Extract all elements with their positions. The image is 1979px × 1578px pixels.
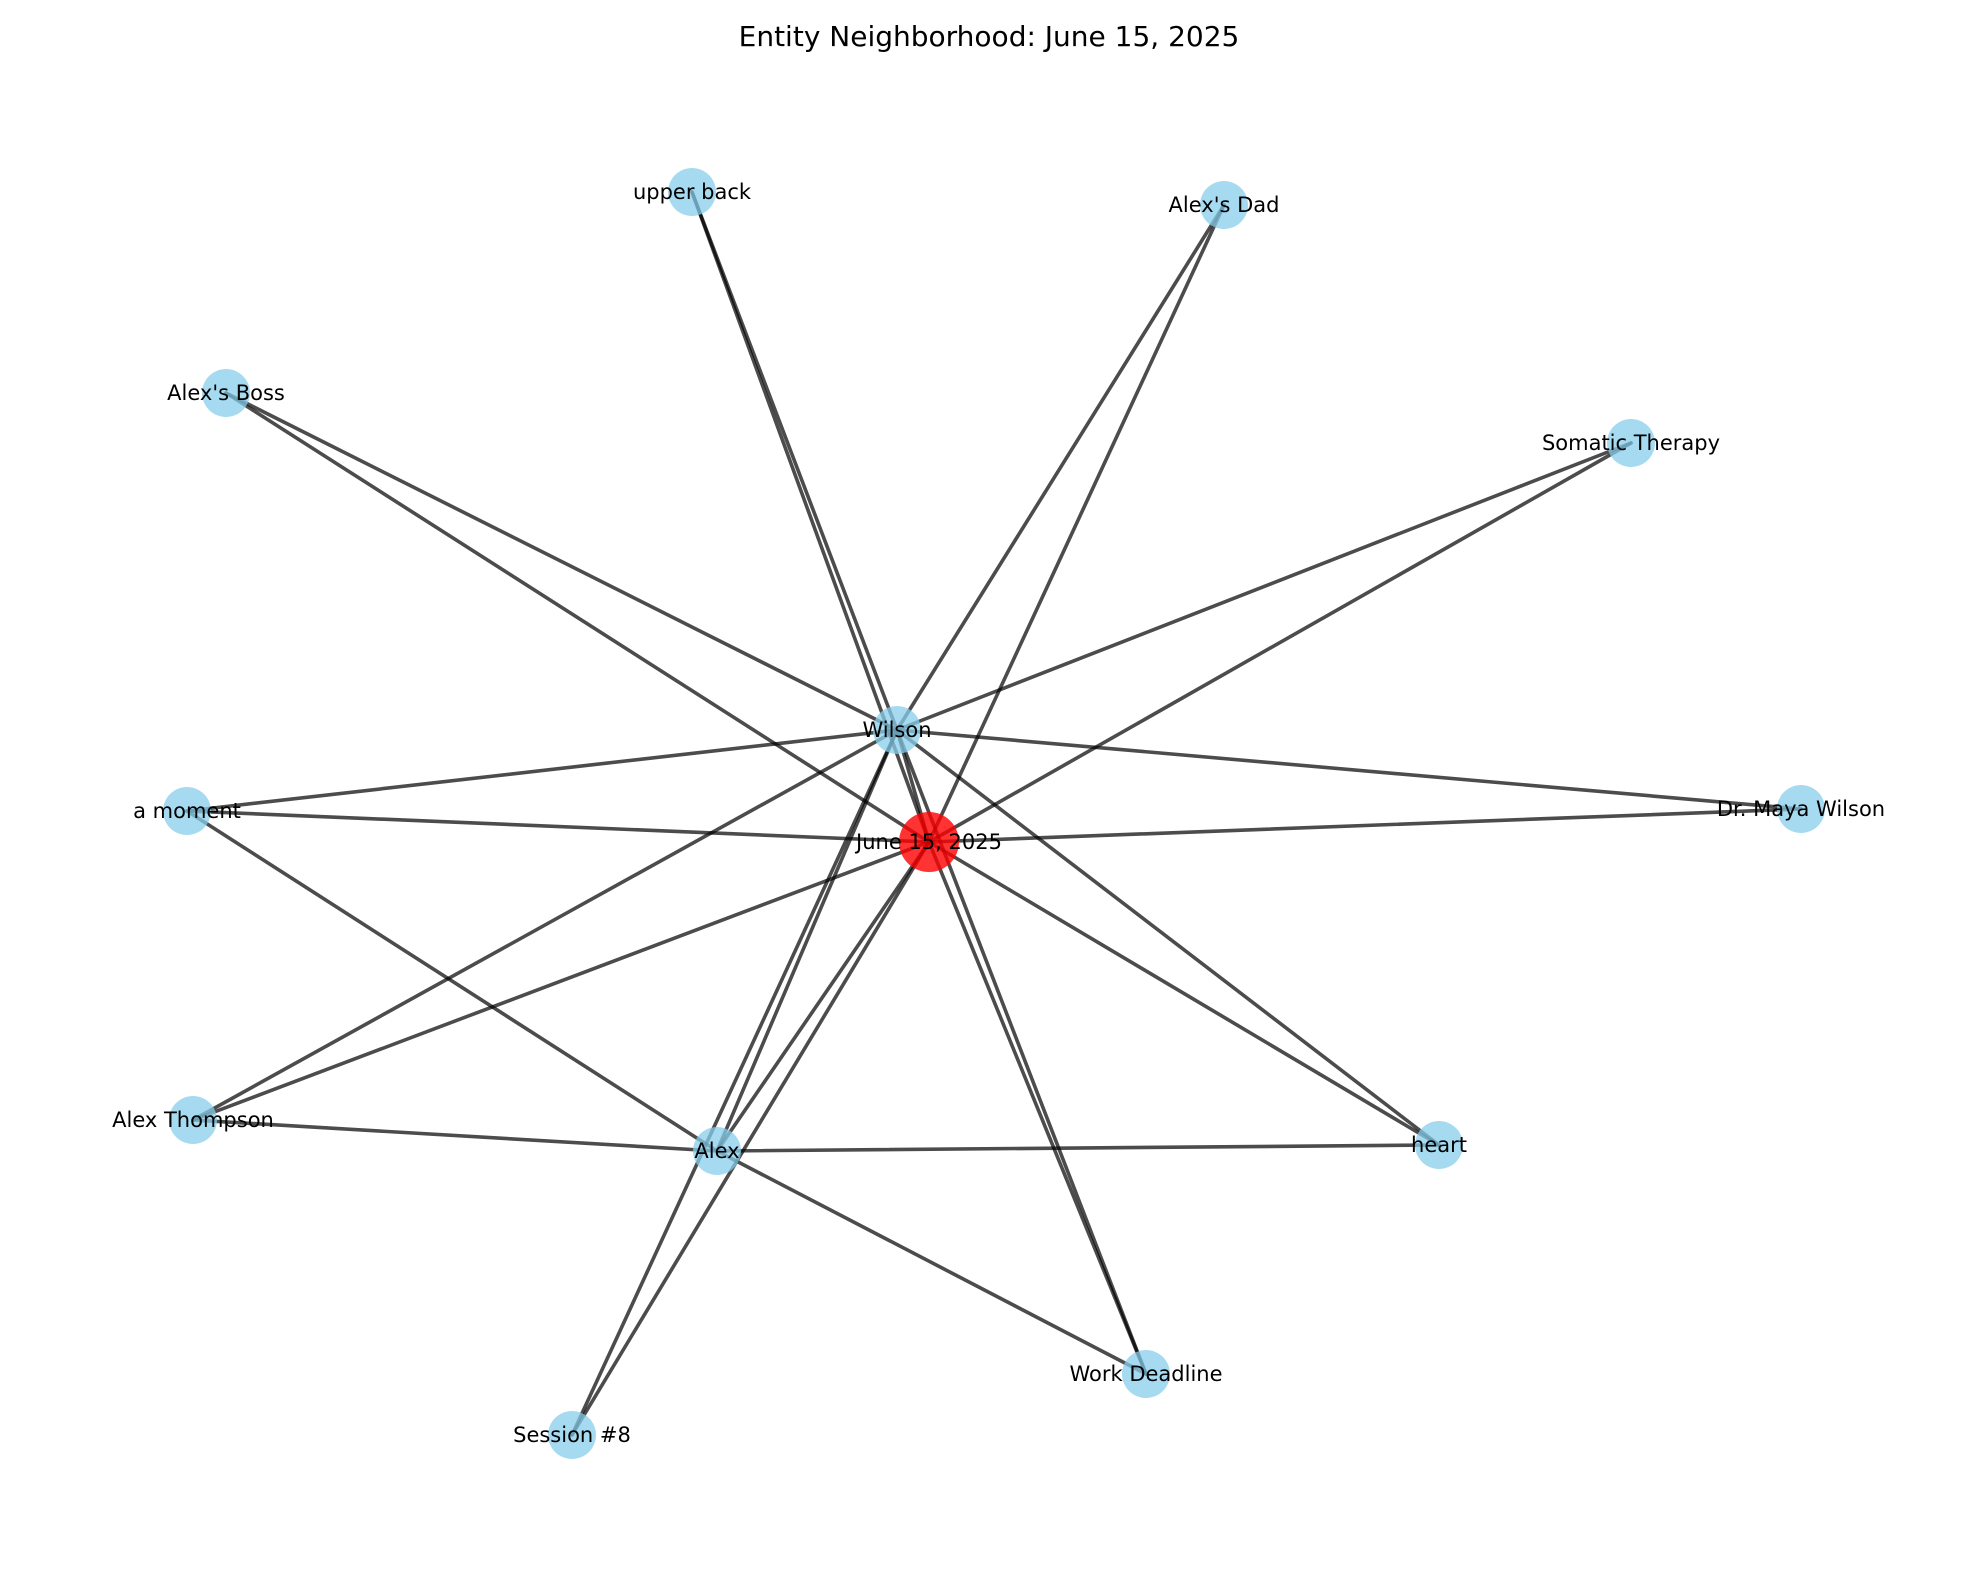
label-layer: June 15, 2025 Wilson Alex upper back Alex's … [112,180,1885,1447]
node-label-amoment: a moment [133,799,241,823]
edge-june15-alexthompson [191,840,931,1122]
node-label-alexsboss: Alex's Boss [167,381,285,405]
node-june15[interactable] [899,812,959,872]
edge-wilson-drmaya [895,728,1803,811]
edge-wilson-session8 [570,728,899,1437]
edge-wilson-amoment [185,728,899,813]
edge-june15-somatic [927,441,1633,844]
node-alex[interactable] [693,1127,741,1175]
edge-alex-heart [715,1143,1441,1153]
node-heart[interactable] [1415,1121,1463,1169]
edge-wilson-alexthompson [191,728,899,1122]
edge-wilson-alexsboss [224,391,899,732]
node-label-june15: June 15, 2025 [854,830,1002,854]
edge-wilson-alex [715,728,899,1153]
edge-june15-alex [715,840,931,1153]
node-label-upperback: upper back [633,180,752,204]
node-alexthompson[interactable] [169,1096,217,1144]
node-label-alexthompson: Alex Thompson [112,1108,274,1132]
graph-title: Entity Neighborhood: June 15, 2025 [739,20,1240,53]
node-label-workdeadline: Work Deadline [1069,1362,1222,1386]
edge-june15-drmaya [927,807,1803,844]
edge-alex-amoment [185,809,719,1153]
edge-june15-heart [927,840,1441,1147]
node-drmaya[interactable] [1777,785,1825,833]
node-label-heart: heart [1411,1133,1467,1157]
edge-june15-session8 [570,840,931,1437]
node-layer [163,168,1825,1459]
node-label-somatic: Somatic Therapy [1542,431,1720,455]
edge-alex-alexthompson [191,1118,719,1153]
edge-wilson-somatic [895,441,1633,732]
node-label-alex: Alex [694,1139,739,1163]
node-label-session8: Session #8 [513,1423,631,1447]
node-workdeadline[interactable] [1122,1350,1170,1398]
node-label-alexsdad: Alex's Dad [1169,193,1280,217]
edge-wilson-heart [895,728,1441,1147]
edge-june15-alexsboss [224,391,931,844]
edge-wilson-alexsdad [895,203,1226,732]
node-label-drmaya: Dr. Maya Wilson [1717,797,1885,821]
node-upperback[interactable] [668,168,716,216]
node-alexsdad[interactable] [1200,181,1248,229]
edge-alex-workdeadline [715,1149,1148,1376]
node-somatic[interactable] [1607,419,1655,467]
edge-layer [185,190,1803,1437]
node-label-wilson: Wilson [862,718,931,742]
edge-wilson-upperback [690,190,899,732]
node-alexsboss[interactable] [202,369,250,417]
node-session8[interactable] [548,1411,596,1459]
node-amoment[interactable] [163,787,211,835]
node-wilson[interactable] [873,706,921,754]
edge-june15-amoment [185,809,931,844]
